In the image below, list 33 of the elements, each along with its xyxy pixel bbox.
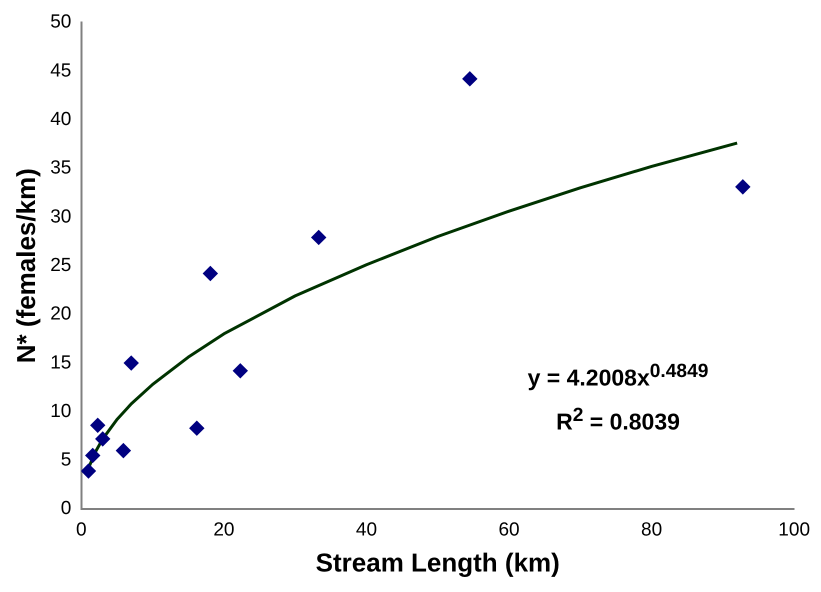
x-tick-label: 60	[498, 520, 520, 541]
annotation: R$^{2}$ = 0.8039	[555, 404, 681, 436]
y-tick-label: 10	[50, 400, 72, 422]
point	[85, 448, 100, 463]
point	[232, 363, 248, 378]
point	[189, 420, 204, 436]
point	[124, 356, 139, 371]
y-tick-label: 20	[50, 304, 72, 325]
point	[735, 179, 750, 194]
point	[202, 266, 218, 281]
y-tick-label: 45	[50, 60, 72, 82]
y-tick-label: 15	[50, 352, 72, 374]
y-axis-title: N* (females/km)	[10, 168, 41, 364]
y-tick-label: 50	[50, 12, 72, 33]
y-tick-label: 25	[50, 254, 72, 276]
x-tick-label: 100	[778, 520, 810, 541]
x-tick-label: 80	[641, 520, 662, 541]
point	[81, 464, 96, 479]
x-tick-label: 0	[76, 520, 87, 541]
point	[90, 418, 106, 433]
x-tick-label: 20	[213, 520, 234, 541]
x-axis-title: Stream Length (km)	[316, 548, 560, 578]
point	[462, 71, 478, 86]
annotation: y = 4.2008x$^{0.4849}$	[526, 360, 710, 393]
y-tick-label: 0	[60, 498, 72, 520]
point	[311, 230, 326, 245]
point	[95, 431, 110, 446]
y-tick-label: 5	[60, 450, 72, 471]
y-tick-label: 30	[50, 206, 72, 228]
point	[116, 443, 131, 458]
y-tick-label: 40	[50, 108, 72, 130]
y-tick-label: 35	[50, 158, 72, 179]
x-tick-label: 40	[356, 520, 378, 541]
